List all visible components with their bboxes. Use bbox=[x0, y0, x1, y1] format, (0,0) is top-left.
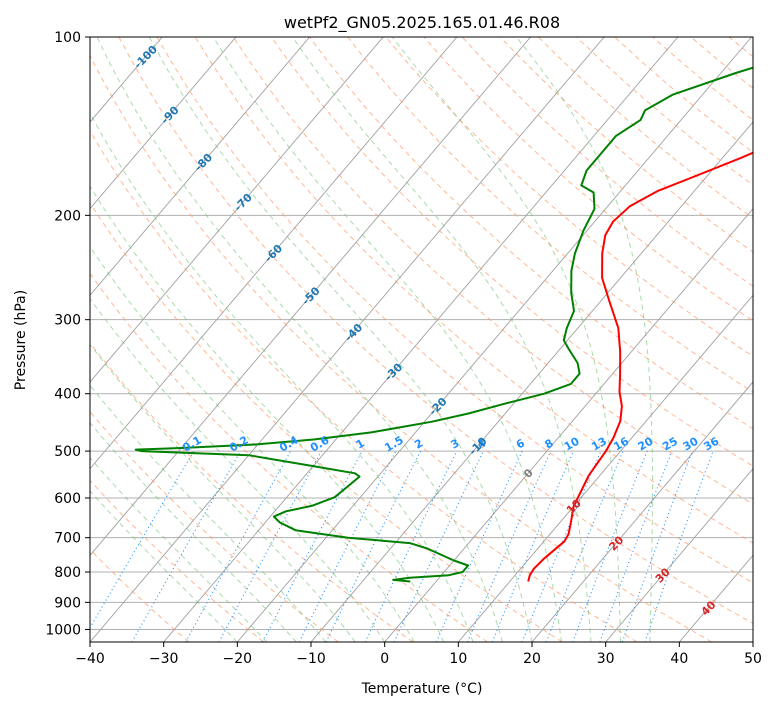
y-tick-label: 400 bbox=[54, 387, 81, 403]
x-axis-title: Temperature (°C) bbox=[361, 681, 483, 697]
chart-title: wetPf2_GN05.2025.165.01.46.R08 bbox=[284, 13, 560, 33]
y-tick-label: 900 bbox=[54, 595, 81, 611]
x-tick-label: 10 bbox=[449, 651, 467, 667]
x-tick-label: −30 bbox=[149, 651, 179, 667]
x-tick-label: 20 bbox=[523, 651, 541, 667]
y-tick-label: 200 bbox=[54, 208, 81, 224]
y-tick-label: 700 bbox=[54, 531, 81, 547]
y-tick-label: 800 bbox=[54, 565, 81, 581]
y-tick-label: 300 bbox=[54, 313, 81, 329]
x-tick-label: −10 bbox=[296, 651, 326, 667]
y-tick-label: 100 bbox=[54, 30, 81, 46]
x-tick-label: −20 bbox=[223, 651, 253, 667]
y-tick-label: 1000 bbox=[45, 622, 81, 638]
y-axis-title: Pressure (hPa) bbox=[13, 290, 29, 390]
x-tick-label: 50 bbox=[744, 651, 762, 667]
y-tick-label: 500 bbox=[54, 444, 81, 460]
y-tick-label: 600 bbox=[54, 491, 81, 507]
x-tick-label: 0 bbox=[380, 651, 389, 667]
x-tick-label: −40 bbox=[75, 651, 105, 667]
x-tick-label: 30 bbox=[597, 651, 615, 667]
x-tick-label: 40 bbox=[670, 651, 688, 667]
